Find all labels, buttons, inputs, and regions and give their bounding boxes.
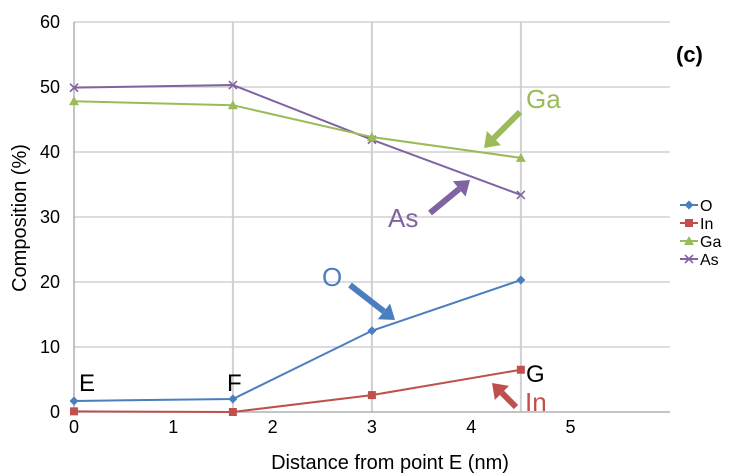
- point-labels: E F G: [79, 361, 545, 397]
- data-point: [515, 152, 526, 162]
- series-line: [73, 100, 521, 159]
- annotation-arrow-shaft: [348, 282, 386, 314]
- annotation-text: Ga: [526, 84, 561, 114]
- point-label-g: G: [526, 361, 545, 388]
- y-tick-label: 20: [40, 272, 60, 292]
- y-tick-label: 60: [40, 12, 60, 32]
- legend-item-o: O: [680, 198, 712, 215]
- data-point: [69, 96, 79, 106]
- series-line: [73, 279, 522, 402]
- data-point: [228, 408, 237, 416]
- data-point-stroke: [516, 190, 526, 200]
- x-tick-label: 5: [565, 417, 575, 437]
- data-point: [367, 326, 377, 336]
- data-point-stroke: [228, 80, 238, 90]
- point-label-f: F: [227, 370, 242, 397]
- legend-label: As: [700, 252, 719, 269]
- annotation-o: O: [322, 262, 395, 320]
- annotation-arrow-shaft: [499, 390, 519, 410]
- annotation-text: In: [525, 387, 547, 417]
- data-point: [69, 83, 79, 93]
- annotation-arrow-head: [377, 303, 395, 320]
- y-tick-labels: 0 10 20 30 40 50 60: [40, 12, 60, 422]
- data-point: [516, 275, 526, 285]
- data-point-stroke: [684, 254, 694, 264]
- legend-label: Ga: [700, 234, 721, 251]
- y-tick-label: 10: [40, 337, 60, 357]
- annotations: Ga As O In: [322, 84, 561, 417]
- legend-item-as: As: [680, 252, 719, 269]
- panel-label: (c): [676, 42, 703, 67]
- x-tick-label: 1: [168, 417, 178, 437]
- series-group: [69, 80, 526, 416]
- legend-label: O: [700, 198, 712, 215]
- legend-item-ga: Ga: [680, 234, 721, 251]
- annotation-arrow-shaft: [428, 186, 462, 216]
- legend-label: In: [700, 216, 713, 233]
- series-line: [73, 84, 522, 196]
- x-tick-label: 2: [268, 417, 278, 437]
- series-o: [69, 275, 526, 406]
- legend-item-in: In: [680, 216, 713, 233]
- annotation-text: O: [322, 262, 342, 292]
- data-point: [684, 200, 694, 210]
- data-point: [516, 365, 525, 374]
- data-point: [228, 394, 238, 404]
- annotation-arrow-shaft: [491, 109, 523, 141]
- data-point: [684, 254, 694, 264]
- point-label-e: E: [79, 370, 95, 397]
- annotation-in: In: [492, 383, 547, 417]
- data-point: [228, 80, 238, 90]
- grid-lines: [74, 21, 670, 412]
- data-point: [516, 190, 526, 200]
- series-line: [73, 368, 522, 414]
- data-point-stroke: [69, 83, 79, 93]
- annotation-arrow-head: [492, 383, 509, 400]
- x-axis-label: Distance from point E (nm): [271, 452, 509, 474]
- series-in: [70, 365, 525, 416]
- x-tick-label: 3: [367, 417, 377, 437]
- y-tick-label: 0: [50, 402, 60, 422]
- y-tick-label: 40: [40, 142, 60, 162]
- series-ga: [69, 96, 526, 162]
- x-tick-label: 4: [466, 417, 476, 437]
- annotation-ga: Ga: [484, 84, 561, 148]
- x-tick-labels: 0 1 2 3 4 5: [69, 417, 576, 437]
- data-point: [70, 407, 78, 416]
- annotation-arrow-head: [484, 131, 501, 148]
- annotation-as: As: [388, 180, 470, 233]
- y-axis-label: Composition (%): [9, 144, 31, 292]
- data-point: [69, 396, 79, 406]
- annotation-text: As: [388, 203, 418, 233]
- y-tick-label: 30: [40, 207, 60, 227]
- y-tick-label: 50: [40, 77, 60, 97]
- x-tick-label: 0: [69, 417, 79, 437]
- data-point: [227, 100, 238, 110]
- data-point: [685, 219, 693, 227]
- data-point: [367, 391, 376, 400]
- data-point: [684, 236, 694, 245]
- data-point: [366, 132, 377, 142]
- annotation-arrow-head: [452, 180, 470, 197]
